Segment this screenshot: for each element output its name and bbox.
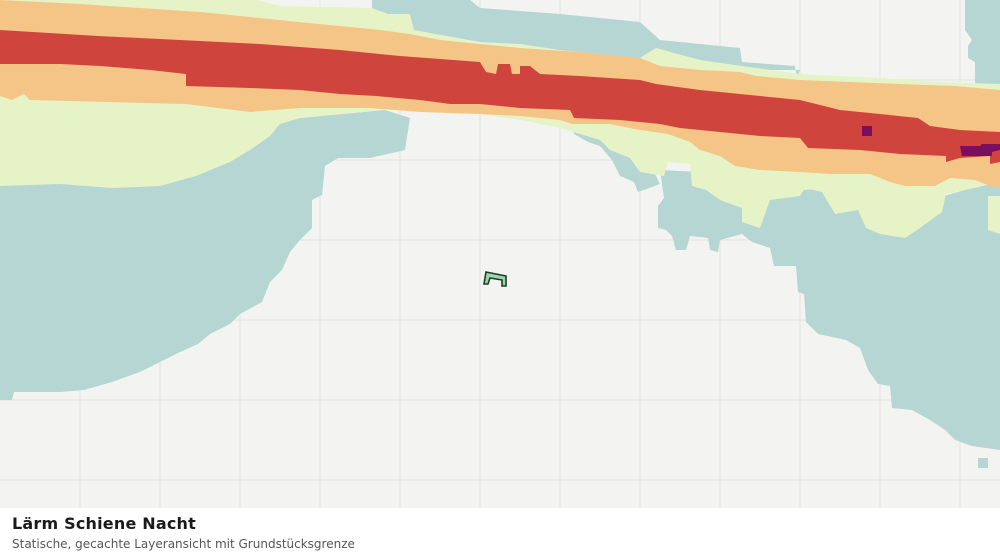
- layer-subtitle: Statische, gecachte Layeransicht mit Gru…: [12, 537, 355, 551]
- noise-zone-low-speck: [978, 458, 988, 468]
- noise-zone-low-top-right: [965, 0, 1000, 92]
- noise-zone-low-patch: [572, 124, 660, 192]
- noise-zone-extreme-speck: [862, 126, 872, 136]
- noise-map: [0, 0, 1000, 508]
- parcel-boundary-icon[interactable]: [483, 271, 507, 287]
- map-viewport[interactable]: [0, 0, 1000, 508]
- noise-zone-very-high: [0, 30, 1000, 164]
- noise-zone-extreme: [960, 144, 1000, 156]
- map-caption: Lärm Schiene Nacht Statische, gecachte L…: [0, 508, 1000, 560]
- noise-zone-low-right: [658, 170, 1000, 450]
- parcel-outline: [483, 271, 507, 287]
- layer-title: Lärm Schiene Nacht: [12, 514, 196, 533]
